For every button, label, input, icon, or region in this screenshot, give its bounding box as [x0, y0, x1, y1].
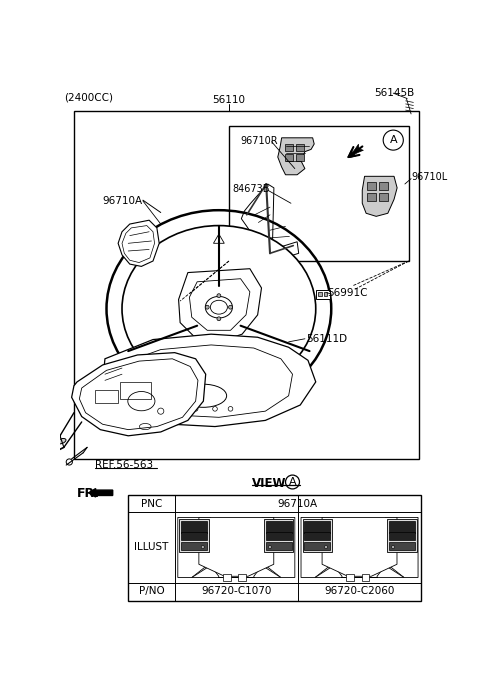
Text: 56991C: 56991C — [327, 288, 368, 298]
Circle shape — [268, 545, 271, 549]
Circle shape — [217, 317, 221, 321]
Text: 96710A: 96710A — [278, 498, 318, 509]
Text: 96710A: 96710A — [103, 196, 143, 205]
Bar — [265, 522, 292, 533]
Polygon shape — [118, 220, 159, 267]
Bar — [304, 542, 330, 550]
Bar — [264, 519, 293, 552]
Circle shape — [383, 130, 403, 150]
Text: REF.56-563: REF.56-563 — [95, 460, 153, 471]
Bar — [316, 290, 330, 299]
Bar — [180, 519, 209, 552]
Bar — [285, 154, 293, 161]
Circle shape — [178, 407, 182, 411]
Bar — [223, 575, 231, 581]
Circle shape — [217, 294, 221, 298]
Bar — [324, 292, 327, 296]
Polygon shape — [385, 517, 418, 577]
Circle shape — [66, 459, 72, 465]
Text: 56145B: 56145B — [374, 88, 414, 98]
Bar — [128, 495, 421, 601]
Circle shape — [205, 305, 209, 309]
Circle shape — [392, 545, 395, 549]
Bar — [389, 532, 415, 541]
Bar — [229, 126, 409, 261]
Bar — [318, 292, 322, 296]
Bar — [265, 532, 292, 541]
FancyArrow shape — [89, 488, 113, 497]
Bar — [229, 303, 237, 309]
Bar — [120, 382, 152, 399]
Bar — [304, 532, 330, 541]
Polygon shape — [199, 517, 274, 576]
Polygon shape — [241, 184, 299, 261]
Bar — [389, 522, 415, 533]
Bar — [304, 522, 330, 533]
Text: 96720-C2060: 96720-C2060 — [324, 586, 395, 596]
Circle shape — [324, 545, 327, 549]
Bar — [95, 390, 118, 403]
Bar — [346, 575, 354, 581]
Polygon shape — [103, 334, 316, 426]
Bar — [285, 144, 293, 151]
Polygon shape — [301, 517, 334, 577]
Circle shape — [286, 475, 300, 489]
Bar — [367, 193, 376, 201]
Bar — [238, 575, 246, 581]
Circle shape — [201, 545, 204, 549]
Text: VIEW: VIEW — [252, 477, 287, 490]
Text: A: A — [288, 477, 296, 487]
Bar — [367, 182, 376, 190]
Bar — [181, 522, 207, 533]
Circle shape — [228, 407, 233, 411]
Ellipse shape — [190, 293, 248, 339]
Text: (2400CC): (2400CC) — [64, 92, 113, 103]
Bar — [389, 542, 415, 550]
Text: 84673B: 84673B — [233, 184, 270, 194]
Bar — [296, 144, 304, 151]
Bar — [220, 303, 228, 309]
Bar — [265, 542, 292, 550]
Circle shape — [193, 407, 198, 411]
Bar — [201, 303, 209, 309]
Ellipse shape — [57, 439, 66, 444]
Bar — [74, 111, 419, 459]
Text: P/NO: P/NO — [139, 586, 164, 596]
Polygon shape — [262, 517, 295, 577]
Circle shape — [228, 305, 232, 309]
Text: PNC: PNC — [141, 498, 162, 509]
Bar — [181, 532, 207, 541]
Ellipse shape — [122, 226, 316, 392]
Polygon shape — [192, 566, 281, 577]
Text: FR.: FR. — [77, 488, 100, 500]
Polygon shape — [322, 517, 397, 576]
Bar — [181, 542, 207, 550]
Polygon shape — [105, 365, 122, 384]
Ellipse shape — [205, 296, 232, 318]
Text: 96710L: 96710L — [411, 173, 447, 182]
Polygon shape — [178, 517, 211, 577]
Polygon shape — [362, 176, 397, 216]
Text: 96710R: 96710R — [240, 135, 278, 146]
Polygon shape — [72, 353, 206, 436]
Bar — [379, 193, 388, 201]
Bar — [379, 182, 388, 190]
Bar — [296, 154, 304, 161]
Polygon shape — [278, 138, 314, 175]
Text: A: A — [389, 135, 397, 145]
Bar — [302, 519, 332, 552]
Text: 56111D: 56111D — [306, 334, 348, 344]
Bar — [361, 575, 369, 581]
Circle shape — [213, 407, 217, 411]
Bar — [387, 519, 417, 552]
Polygon shape — [179, 269, 262, 342]
Bar — [210, 303, 218, 309]
Text: ILLUST: ILLUST — [134, 543, 168, 552]
Polygon shape — [315, 566, 404, 577]
Text: 56110: 56110 — [213, 95, 245, 105]
Text: 96720-C1070: 96720-C1070 — [201, 586, 272, 596]
